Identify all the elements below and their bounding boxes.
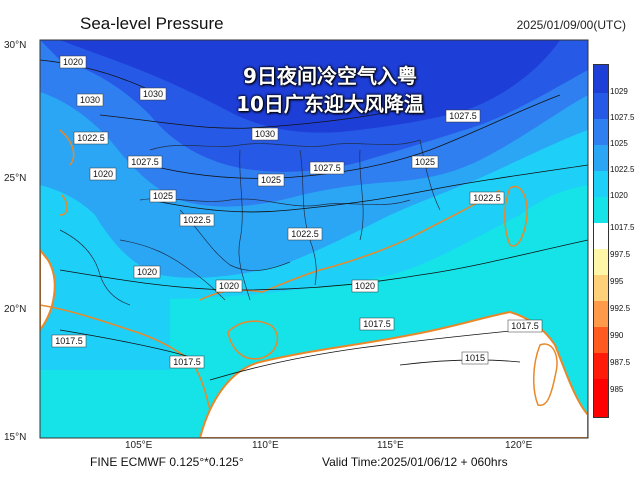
colorbar-segment [594, 145, 608, 171]
colorbar-segment [594, 275, 608, 301]
colorbar-segment [594, 65, 608, 93]
svg-text:1025: 1025 [153, 191, 173, 201]
isobar-label: 1022.5 [469, 191, 505, 205]
luzon-island [533, 343, 558, 407]
colorbar [593, 64, 609, 418]
svg-text:1025: 1025 [261, 175, 281, 185]
colorbar-label: 995 [610, 277, 624, 286]
colorbar-segment [594, 223, 608, 249]
headline-line1: 9日夜间冷空气入粤 [243, 64, 417, 88]
lat-tick: 15°N [4, 432, 27, 443]
colorbar-segment [594, 249, 608, 275]
isobar-label: 1022.5 [287, 227, 323, 241]
isobar-label: 1027.5 [445, 109, 481, 123]
svg-text:1017.5: 1017.5 [511, 321, 539, 331]
lon-tick: 110°E [252, 440, 279, 451]
pressure-band-1030 [60, 40, 560, 133]
svg-text:1020: 1020 [355, 281, 375, 291]
colorbar-segment [594, 93, 608, 119]
svg-text:1020: 1020 [63, 57, 83, 67]
colorbar-label: 1025 [610, 139, 628, 148]
svg-text:1030: 1030 [80, 95, 100, 105]
isobar-label: 1030 [76, 93, 104, 107]
isobar-label: 1025 [257, 173, 285, 187]
isobar-label: 1027.5 [127, 155, 163, 169]
coastline-indochina [40, 304, 211, 411]
map-frame [39, 39, 589, 439]
svg-text:1020: 1020 [219, 281, 239, 291]
svg-text:1027.5: 1027.5 [449, 111, 477, 121]
colorbar-segment [594, 353, 608, 379]
headline-line2: 10日广东迎大风降温 [236, 92, 424, 116]
isobar-label: 1017.5 [169, 355, 205, 369]
svg-text:1020: 1020 [93, 169, 113, 179]
isobar-label: 1025 [149, 189, 177, 203]
isobar-label: 1020 [59, 55, 87, 69]
pressure-band-1015 [198, 310, 588, 438]
svg-text:1015: 1015 [465, 353, 485, 363]
lat-tick: 30°N [4, 40, 27, 51]
isobar-lines [40, 59, 588, 381]
svg-text:1020: 1020 [137, 267, 157, 277]
isobar-label: 1030 [251, 127, 279, 141]
svg-text:1027.5: 1027.5 [131, 157, 159, 167]
svg-text:1022.5: 1022.5 [77, 133, 105, 143]
isobar-label: 1030 [139, 87, 167, 101]
colorbar-segment [594, 327, 608, 353]
colorbar-label: 985 [610, 385, 624, 394]
taiwan-island [504, 185, 528, 247]
lon-tick: 120°E [505, 440, 533, 451]
colorbar-label: 1029 [610, 87, 628, 96]
isobar-label: 1017.5 [51, 334, 87, 348]
isobar-label: 1017.5 [359, 317, 395, 331]
svg-text:1017.5: 1017.5 [363, 319, 391, 329]
admin-borders [59, 139, 441, 306]
hainan-island [227, 320, 279, 360]
svg-text:1022.5: 1022.5 [473, 193, 501, 203]
colorbar-label: 1020 [610, 191, 628, 200]
lon-tick: 105°E [125, 440, 153, 451]
map-title: Sea-level Pressure [80, 14, 224, 33]
lon-tick: 115°E [377, 440, 404, 451]
isobar-label: 1017.5 [507, 319, 543, 333]
colorbar-label: 990 [610, 331, 624, 340]
isobar-label: 1020 [215, 279, 243, 293]
map-date: 2025/01/09/00(UTC) [516, 18, 626, 32]
svg-text:1030: 1030 [255, 129, 275, 139]
coastline-west-contour [59, 129, 75, 216]
svg-text:1030: 1030 [143, 89, 163, 99]
isobar-label: 1022.5 [179, 213, 215, 227]
lat-tick: 25°N [4, 173, 27, 184]
svg-text:1025: 1025 [415, 157, 435, 167]
isobar-label: 1020 [133, 265, 161, 279]
colorbar-label: 1027.5 [610, 113, 635, 122]
svg-text:1017.5: 1017.5 [55, 336, 83, 346]
svg-text:1017.5: 1017.5 [173, 357, 201, 367]
isobar-label: 1025 [411, 155, 439, 169]
valid-time: Valid Time:2025/01/06/12 + 060hrs [322, 455, 508, 469]
isobar-label: 1027.5 [309, 161, 345, 175]
svg-text:1022.5: 1022.5 [291, 229, 319, 239]
isobar-labels: 1020 1030 1030 1022.5 1027.5 1030 1027.5… [51, 55, 543, 369]
colorbar-label: 1022.5 [610, 165, 635, 174]
colorbar-segment [594, 301, 608, 327]
colorbar-segment [594, 119, 608, 145]
lat-tick: 20°N [4, 304, 27, 315]
colorbar-segment [594, 197, 608, 223]
isobar-label: 1015 [461, 351, 489, 365]
colorbar-label: 1017.5 [610, 223, 635, 232]
colorbar-segment [594, 171, 608, 197]
isobar-label: 1020 [89, 167, 117, 181]
isobar-label: 1022.5 [73, 131, 109, 145]
colorbar-label: 987.5 [610, 358, 631, 367]
svg-text:1027.5: 1027.5 [313, 163, 341, 173]
isobar-label: 1020 [351, 279, 379, 293]
model-info: FINE ECMWF 0.125°*0.125° [90, 455, 244, 469]
svg-text:1022.5: 1022.5 [183, 215, 211, 225]
colorbar-label: 992.5 [610, 304, 631, 313]
colorbar-segment [594, 379, 608, 417]
colorbar-label: 997.5 [610, 250, 631, 259]
land-patch-west [40, 248, 56, 332]
